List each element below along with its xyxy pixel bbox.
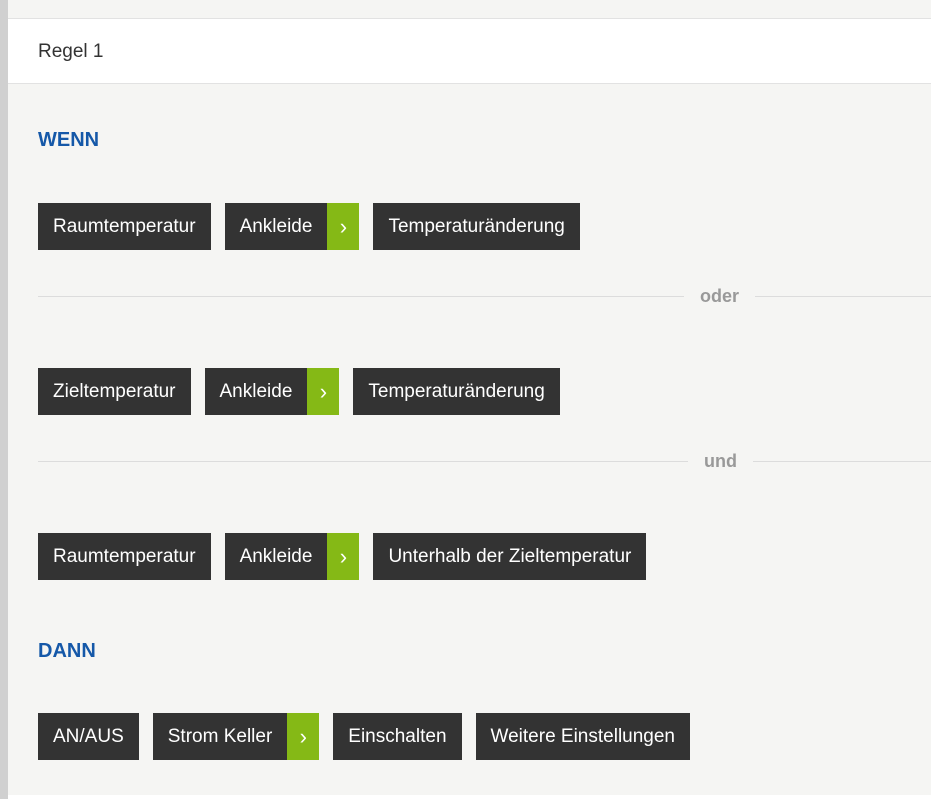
trigger-chip[interactable]: Temperaturänderung [373,203,580,250]
chip-label: Ankleide [239,545,313,567]
divider [755,295,931,297]
connector-und: und [38,451,931,471]
wenn-heading: WENN [38,129,100,151]
device-chip[interactable]: Strom Keller › [152,713,320,760]
chip-label: Raumtemperatur [53,545,196,567]
bottom-strip [8,795,931,799]
chip-label: Strom Keller [167,725,273,747]
chip-label: Temperaturänderung [388,215,565,237]
chip-label: Temperaturänderung [368,380,545,402]
chevron-right-icon[interactable]: › [327,203,360,250]
condition-row-1: Raumtemperatur Ankleide › Temperaturänder… [38,203,580,250]
left-border [0,0,8,799]
divider [753,460,931,462]
chip-label: Zieltemperatur [53,380,176,402]
divider [38,295,684,297]
chip-label: AN/AUS [53,725,124,747]
chevron-right-icon[interactable]: › [287,713,320,760]
chip-label: Weitere Einstellungen [490,725,675,747]
trigger-chip[interactable]: Temperaturänderung [353,368,560,415]
action-row: AN/AUS Strom Keller › Einschalten Weitere… [38,713,690,760]
device-chip[interactable]: Ankleide › [224,533,360,580]
rule-title: Regel 1 [38,41,104,62]
chip-label: Unterhalb der Zieltemperatur [388,545,632,567]
device-chip[interactable]: Ankleide › [224,203,360,250]
rule-header[interactable]: Regel 1 [8,19,931,84]
condition-row-2: Zieltemperatur Ankleide › Temperaturänder… [38,368,560,415]
trigger-chip[interactable]: Unterhalb der Zieltemperatur [373,533,647,580]
dann-heading: DANN [38,640,96,662]
action-type-chip[interactable]: AN/AUS [38,713,139,760]
condition-type-chip[interactable]: Raumtemperatur [38,533,211,580]
chip-label: Einschalten [348,725,447,747]
connector-label: und [704,450,737,471]
top-strip [8,0,931,19]
chevron-right-icon[interactable]: › [327,533,360,580]
condition-type-chip[interactable]: Zieltemperatur [38,368,191,415]
connector-label: oder [700,285,740,306]
connector-oder: oder [38,286,931,306]
chevron-right-icon[interactable]: › [307,368,340,415]
chip-label: Ankleide [219,380,293,402]
condition-type-chip[interactable]: Raumtemperatur [38,203,211,250]
chip-label: Ankleide [239,215,313,237]
divider [38,460,688,462]
chip-label: Raumtemperatur [53,215,196,237]
action-chip[interactable]: Einschalten [333,713,462,760]
device-chip[interactable]: Ankleide › [204,368,340,415]
condition-row-3: Raumtemperatur Ankleide › Unterhalb der Z… [38,533,647,580]
more-settings-button[interactable]: Weitere Einstellungen [475,713,690,760]
